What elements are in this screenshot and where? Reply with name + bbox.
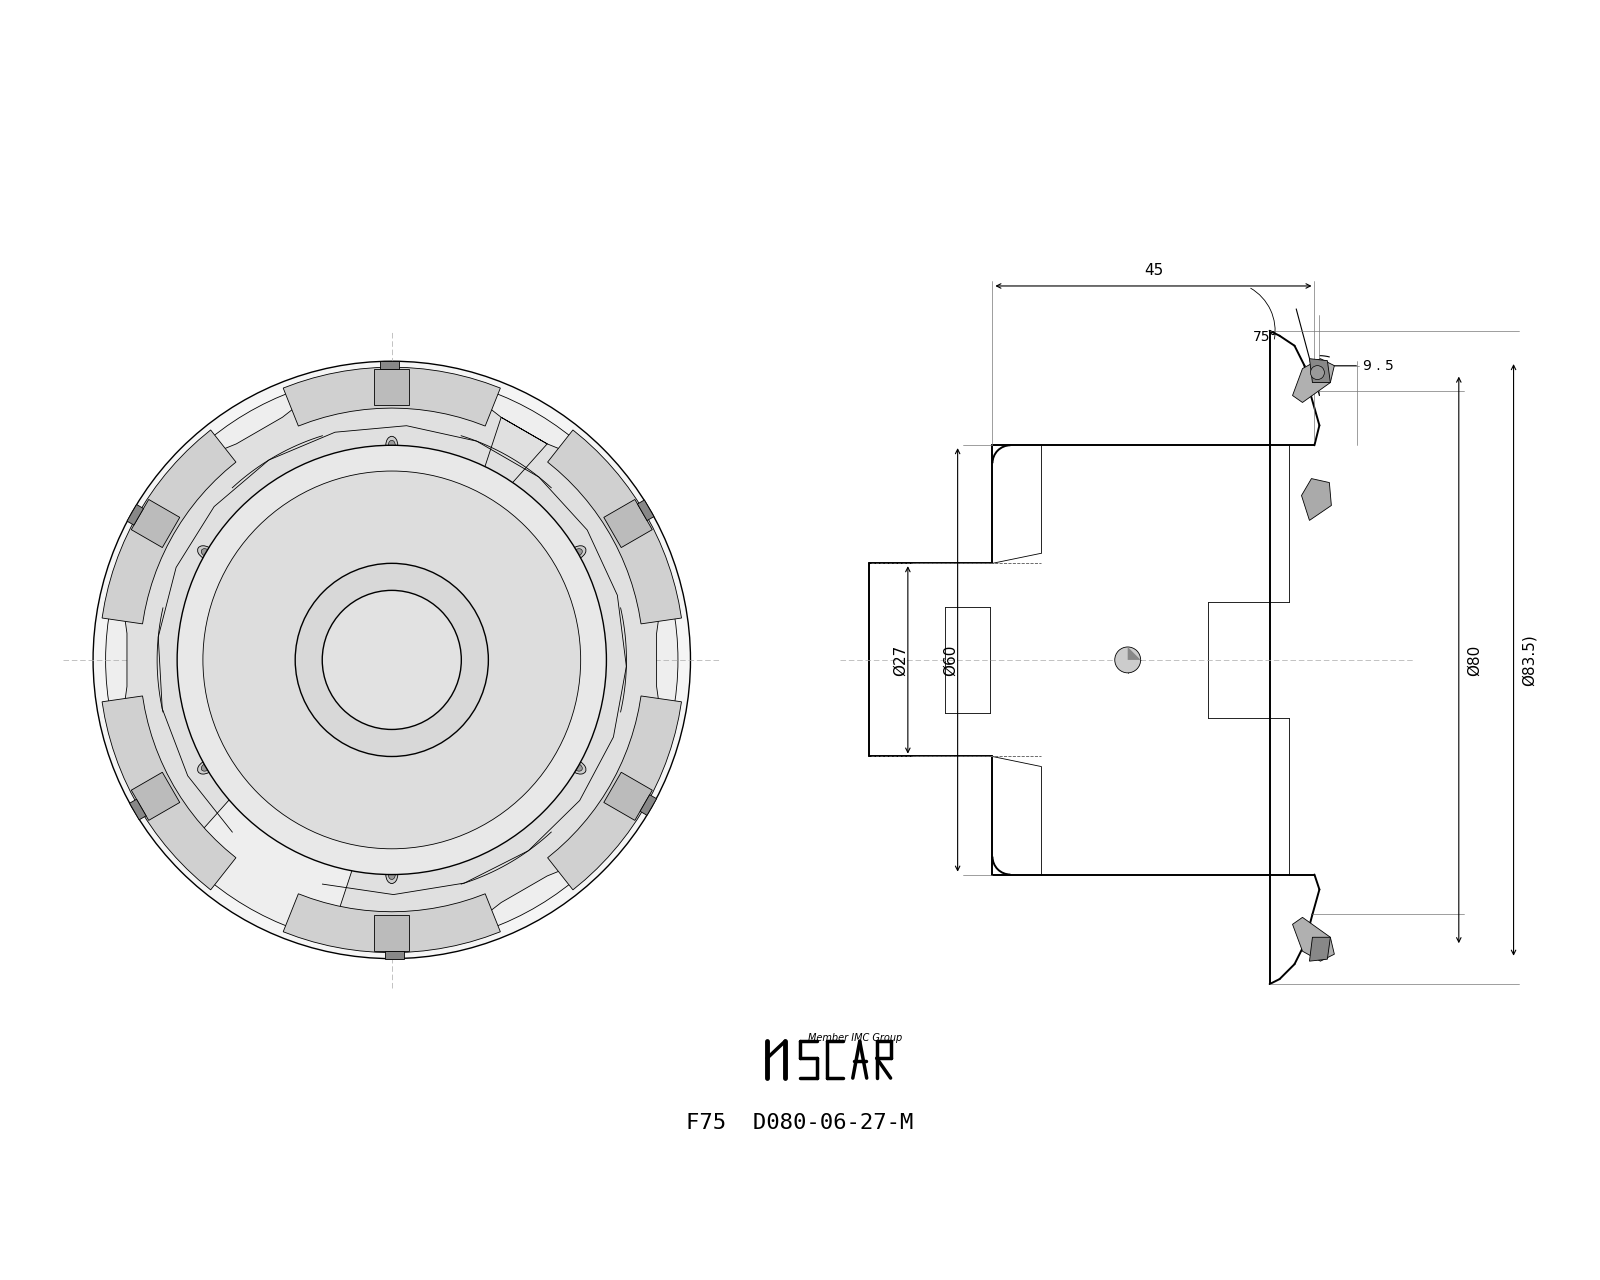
Text: Ø83.5): Ø83.5)	[1522, 634, 1536, 686]
Ellipse shape	[197, 545, 214, 559]
Polygon shape	[126, 504, 144, 525]
Text: 9 . 5: 9 . 5	[1363, 358, 1394, 372]
Polygon shape	[603, 772, 653, 820]
Polygon shape	[283, 367, 501, 426]
Circle shape	[477, 814, 496, 833]
Circle shape	[322, 590, 461, 730]
Circle shape	[1115, 646, 1141, 673]
Circle shape	[203, 471, 581, 849]
Ellipse shape	[389, 869, 395, 879]
Circle shape	[293, 492, 302, 502]
Ellipse shape	[570, 545, 586, 559]
Polygon shape	[374, 369, 410, 404]
Ellipse shape	[386, 865, 398, 883]
Circle shape	[1310, 366, 1325, 380]
Ellipse shape	[573, 763, 582, 771]
Circle shape	[288, 486, 307, 507]
Polygon shape	[130, 799, 146, 819]
Polygon shape	[1293, 358, 1334, 402]
Polygon shape	[102, 430, 235, 623]
Ellipse shape	[197, 760, 214, 774]
Text: Member IMC Group: Member IMC Group	[808, 1033, 902, 1043]
Text: Ø27: Ø27	[893, 644, 907, 676]
Ellipse shape	[573, 549, 582, 557]
Ellipse shape	[570, 760, 586, 774]
Polygon shape	[386, 951, 403, 959]
Polygon shape	[1293, 918, 1334, 961]
Polygon shape	[131, 772, 179, 820]
Polygon shape	[640, 795, 656, 815]
Circle shape	[477, 486, 496, 507]
Polygon shape	[637, 500, 654, 521]
Text: 75°: 75°	[1253, 330, 1277, 344]
Text: F75  D080-06-27-M: F75 D080-06-27-M	[686, 1112, 914, 1133]
Circle shape	[571, 650, 590, 669]
Text: Ø80: Ø80	[1467, 644, 1482, 676]
Polygon shape	[102, 696, 235, 890]
Ellipse shape	[202, 549, 211, 557]
Polygon shape	[1309, 358, 1330, 383]
Ellipse shape	[386, 436, 398, 454]
Polygon shape	[374, 915, 410, 951]
Ellipse shape	[389, 440, 395, 451]
Polygon shape	[379, 361, 398, 369]
Text: Ø60: Ø60	[942, 644, 958, 676]
Circle shape	[576, 655, 586, 664]
Polygon shape	[283, 893, 501, 952]
Polygon shape	[131, 499, 179, 548]
Polygon shape	[547, 696, 682, 890]
Circle shape	[294, 563, 488, 756]
Circle shape	[93, 361, 691, 959]
Ellipse shape	[202, 763, 211, 771]
Polygon shape	[1301, 479, 1331, 521]
Circle shape	[288, 814, 307, 833]
Polygon shape	[547, 430, 682, 623]
Polygon shape	[1128, 646, 1141, 660]
Circle shape	[293, 818, 302, 828]
Circle shape	[194, 650, 213, 669]
Circle shape	[178, 445, 606, 874]
Circle shape	[482, 492, 491, 502]
Polygon shape	[118, 380, 666, 940]
Polygon shape	[1309, 937, 1330, 961]
Polygon shape	[603, 499, 653, 548]
Circle shape	[198, 655, 208, 664]
Circle shape	[482, 818, 491, 828]
Circle shape	[106, 374, 678, 946]
Text: 45: 45	[1144, 262, 1163, 278]
